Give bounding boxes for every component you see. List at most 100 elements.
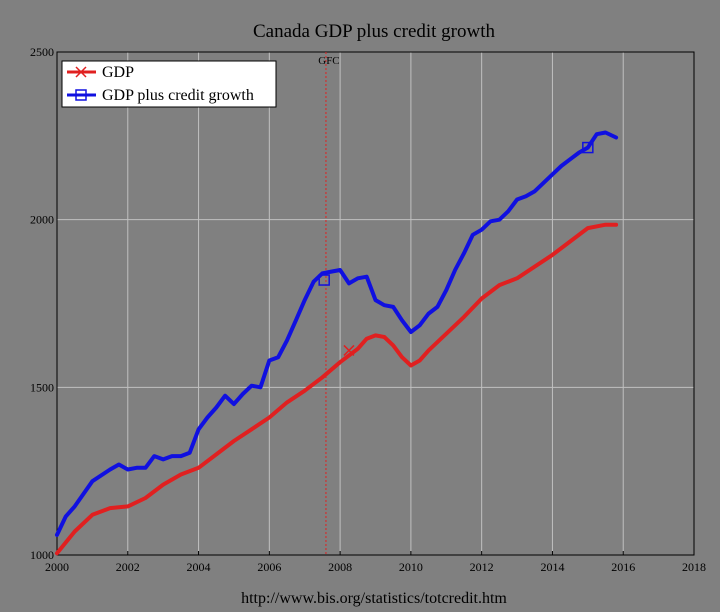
data-point-gdp: [179, 473, 183, 477]
series-group: [55, 130, 619, 556]
data-point-gdp-plus-credit: [258, 385, 262, 389]
data-point-gdp-plus-credit: [64, 514, 68, 518]
data-point-gdp-plus-credit: [365, 275, 369, 279]
data-point-gdp: [614, 223, 618, 227]
data-point-gdp-plus-credit: [250, 384, 254, 388]
y-tick-label: 1000: [30, 548, 54, 562]
data-point-gdp: [400, 355, 404, 359]
data-point-gdp: [374, 333, 377, 337]
data-point-gdp-plus-credit: [143, 466, 147, 470]
data-point-gdp: [214, 452, 218, 456]
data-point-gdp: [197, 466, 201, 470]
data-point-gdp: [285, 400, 289, 404]
y-tick-label: 2000: [30, 213, 54, 227]
data-point-gdp: [143, 496, 147, 500]
axis-ticks: 2000 2002 2004 2006 2008 2010 2012 2014 2016 2018…: [30, 45, 706, 574]
data-point-gdp-plus-credit: [117, 462, 121, 466]
data-point-gdp-plus-credit: [205, 416, 209, 420]
data-point-gdp-plus-credit: [524, 194, 528, 198]
data-point-gdp-plus-credit: [515, 198, 519, 202]
data-point-gdp-plus-credit: [453, 268, 457, 272]
data-point-gdp: [356, 347, 360, 351]
legend-box: [61, 60, 277, 108]
data-point-gdp-plus-credit: [586, 146, 590, 150]
gfc-annotation: GFC: [318, 52, 340, 555]
data-point-gdp: [550, 253, 554, 257]
data-point-gdp-plus-credit: [152, 454, 156, 458]
data-point-gdp: [418, 359, 422, 363]
data-point-gdp-plus-credit: [285, 338, 289, 342]
data-point-gdp-plus-credit: [294, 318, 298, 322]
data-point-gdp: [497, 283, 501, 287]
data-point-gdp-plus-credit: [577, 151, 581, 155]
data-point-gdp-plus-credit: [170, 454, 174, 458]
data-point-gdp: [604, 223, 608, 227]
data-point-gdp-plus-credit: [73, 504, 77, 508]
data-point-gdp-plus-credit: [347, 281, 351, 285]
legend-marker-credit: [75, 89, 87, 101]
y-tick-label: 1500: [30, 380, 54, 394]
data-point-gdp: [462, 315, 466, 319]
data-point-gdp-plus-credit: [179, 454, 183, 458]
data-point-gdp-plus-credit: [135, 466, 139, 470]
data-point-gdp: [303, 389, 307, 393]
x-tick-label: 2008: [328, 560, 352, 574]
data-point-gdp-plus-credit: [391, 305, 395, 309]
data-point-gdp: [533, 265, 537, 269]
data-point-gdp-plus-credit: [356, 276, 360, 280]
data-point-gdp-plus-credit: [197, 427, 201, 431]
data-point-gdp-plus-credit: [161, 457, 165, 461]
marker-x-gdp: [343, 344, 355, 356]
data-point-gdp-plus-credit: [497, 218, 501, 222]
data-point-gdp-plus-credit: [614, 136, 618, 140]
data-point-gdp: [586, 226, 590, 230]
legend: GDP GDP plus credit growth: [61, 60, 277, 108]
data-point-gdp-plus-credit: [276, 355, 280, 359]
data-point-gdp-plus-credit: [374, 298, 377, 302]
data-point-gdp-plus-credit: [241, 392, 245, 396]
data-point-gdp-plus-credit: [312, 280, 316, 284]
data-point-gdp: [409, 364, 413, 368]
data-point-gdp-plus-credit: [320, 271, 324, 275]
data-point-gdp-plus-credit: [480, 228, 484, 232]
series-line-gdp: [55, 222, 619, 556]
data-point-gdp-plus-credit: [303, 298, 307, 302]
data-point-gdp-plus-credit: [223, 394, 227, 398]
x-tick-label: 2000: [45, 560, 69, 574]
x-tick-label: 2016: [611, 560, 635, 574]
data-point-gdp-plus-credit: [382, 303, 386, 307]
data-point-gdp: [391, 343, 395, 347]
chart-title: Canada GDP plus credit growth: [253, 21, 496, 42]
data-point-gdp: [250, 427, 254, 431]
data-point-gdp: [73, 530, 77, 534]
data-point-gdp: [515, 276, 519, 280]
source-caption: http://www.bis.org/statistics/totcredit.…: [241, 590, 507, 607]
data-point-gdp-plus-credit: [595, 132, 599, 136]
x-tick-label: 2002: [116, 560, 140, 574]
data-point-gdp-plus-credit: [462, 251, 466, 255]
plot-frame: [56, 51, 695, 556]
x-tick-label: 2012: [470, 560, 494, 574]
x-tick-label: 2014: [540, 560, 564, 574]
data-point-gdp-plus-credit: [533, 189, 537, 193]
data-point-gdp: [161, 483, 165, 487]
legend-label-credit: GDP plus credit growth: [102, 87, 254, 104]
data-point-gdp-plus-credit: [126, 467, 130, 471]
data-point-gdp: [338, 360, 342, 364]
series-line-gdp-plus-credit: [55, 130, 619, 537]
data-point-gdp: [365, 337, 369, 341]
data-point-gdp-plus-credit: [550, 172, 554, 176]
data-point-gdp-plus-credit: [427, 312, 431, 316]
x-tick-label: 2006: [257, 560, 281, 574]
legend-label-gdp: GDP: [102, 64, 134, 81]
x-tick-label: 2010: [399, 560, 423, 574]
data-point-gdp-plus-credit: [559, 164, 563, 168]
data-point-gdp-plus-credit: [55, 533, 59, 537]
marker-square-gdp-plus-credit: [582, 141, 594, 154]
data-point-gdp-plus-credit: [435, 305, 439, 309]
data-point-gdp: [108, 506, 112, 510]
data-point-gdp-plus-credit: [506, 209, 510, 213]
data-point-gdp: [444, 332, 448, 336]
data-point-gdp-plus-credit: [409, 330, 413, 334]
